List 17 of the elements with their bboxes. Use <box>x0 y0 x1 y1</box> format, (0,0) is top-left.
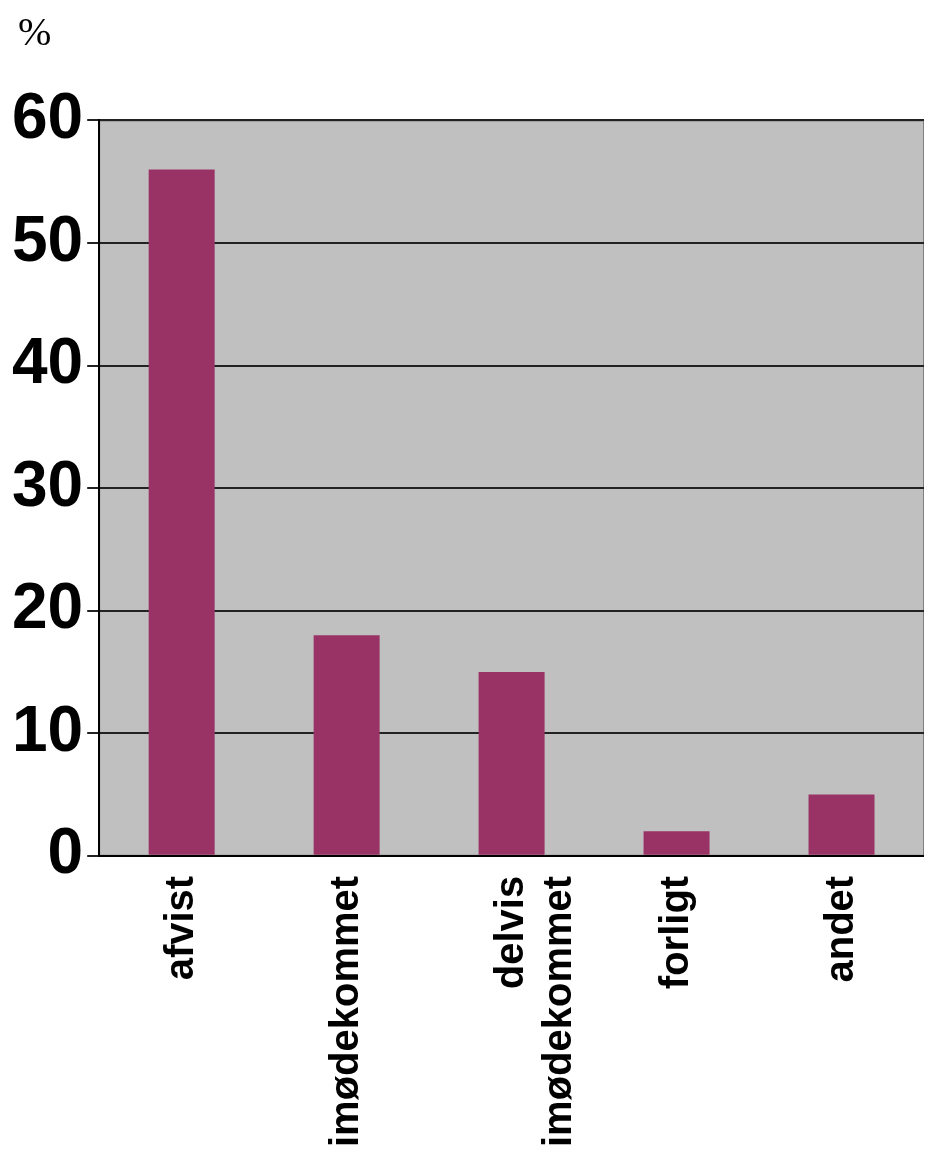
y-tick-label: 40 <box>12 325 84 398</box>
x-tick-label: imødekommet <box>321 875 366 1147</box>
y-axis-title: % <box>17 8 53 56</box>
y-tick-label: 50 <box>12 202 84 275</box>
x-tick-label: forligt <box>651 875 696 990</box>
bar <box>808 794 875 855</box>
bar <box>643 831 710 855</box>
x-tick-label: andet <box>816 875 861 983</box>
y-tick-label: 0 <box>47 815 84 888</box>
y-tick-label: 60 <box>12 80 84 153</box>
bar <box>313 635 380 855</box>
bar <box>148 169 215 855</box>
y-tick-label: 30 <box>12 447 84 520</box>
x-tick-label: afvist <box>156 875 201 981</box>
y-tick-label: 10 <box>12 692 84 765</box>
bar <box>478 671 545 855</box>
y-tick-label: 20 <box>12 570 84 643</box>
